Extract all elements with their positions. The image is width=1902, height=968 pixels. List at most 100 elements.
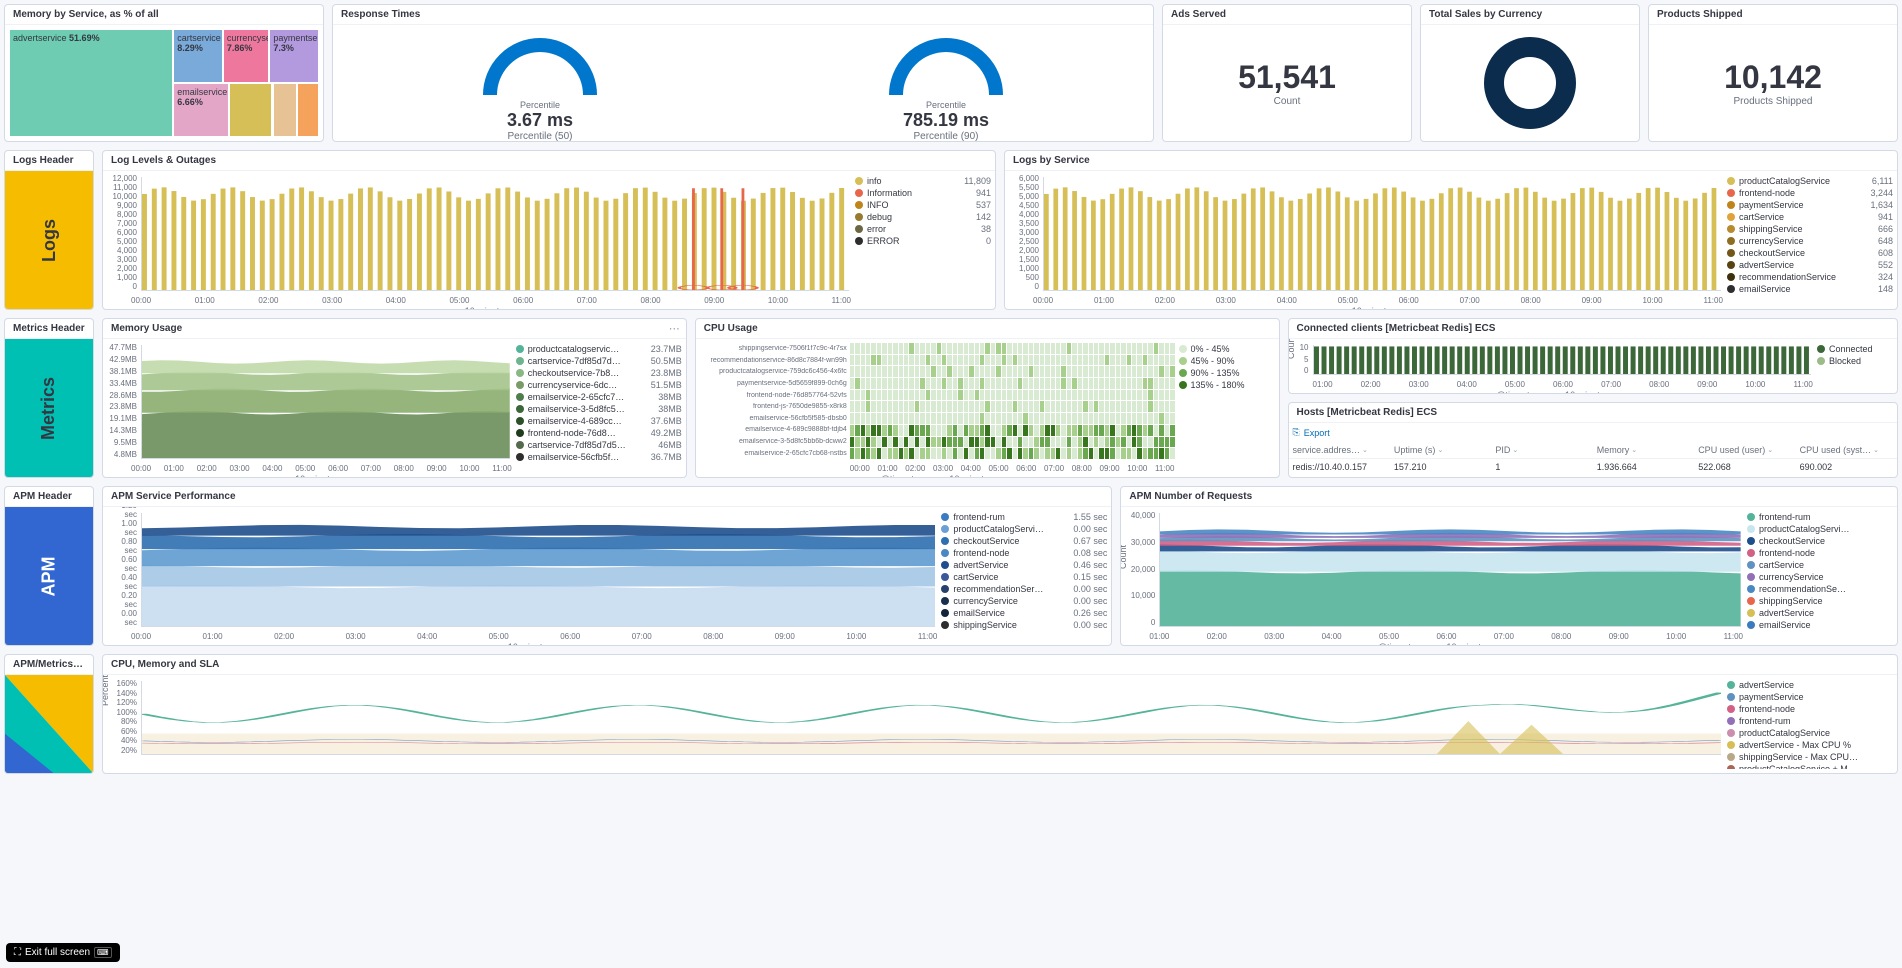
legend-item[interactable]: emailservice-3-5d8fc5…38MB (516, 403, 682, 415)
chart-legend[interactable]: advertServicepaymentServicefrontend-node… (1723, 679, 1893, 769)
legend-item[interactable]: checkoutService (1747, 535, 1893, 547)
legend-item[interactable]: frontend-node3,244 (1727, 187, 1893, 199)
legend-item[interactable]: paymentService1,634 (1727, 199, 1893, 211)
column-header[interactable]: service.addres… ⌄ (1289, 442, 1390, 458)
chart-plot[interactable]: 01,0002,0003,0004,0005,0006,0007,0008,00… (107, 175, 851, 305)
panel-memory-treemap[interactable]: Memory by Service, as % of all advertser… (4, 4, 324, 142)
panel-response-times[interactable]: Response Times Percentile3.67 msPercenti… (332, 4, 1154, 142)
legend-item[interactable]: cartservice-7df85d7d5…46MB (516, 439, 682, 451)
exit-fullscreen-button[interactable]: ⛶ Exit full screen ⌨ (6, 943, 120, 962)
legend-item[interactable]: productCatalogServi… (1747, 523, 1893, 535)
chart-legend[interactable]: frontend-rum1.55 secproductCatalogServi…… (937, 511, 1107, 641)
legend-item[interactable]: frontend-rum (1747, 511, 1893, 523)
legend-item[interactable]: checkoutservice-7b8…23.8MB (516, 367, 682, 379)
legend-item[interactable]: shippingService (1747, 595, 1893, 607)
legend-item[interactable]: advertService0.46 sec (941, 559, 1107, 571)
legend-item[interactable]: checkoutService0.67 sec (941, 535, 1107, 547)
legend-item[interactable]: info11,809 (855, 175, 991, 187)
column-header[interactable]: CPU used (syst… ⌄ (1796, 442, 1897, 458)
legend-item[interactable]: cartService0.15 sec (941, 571, 1107, 583)
legend-item[interactable]: currencyService648 (1727, 235, 1893, 247)
legend-item[interactable]: 45% - 90% (1179, 355, 1275, 367)
legend-item[interactable]: frontend-node (1747, 547, 1893, 559)
column-header[interactable]: PID ⌄ (1491, 442, 1592, 458)
legend-item[interactable]: recommendationSer…0.00 sec (941, 583, 1107, 595)
legend-item[interactable]: advertService552 (1727, 259, 1893, 271)
panel-products-shipped[interactable]: Products Shipped 10,142 Products Shipped (1648, 4, 1898, 142)
legend-item[interactable]: checkoutService608 (1727, 247, 1893, 259)
legend-item[interactable]: shippingService - Max CPU… (1727, 751, 1893, 763)
legend-item[interactable]: productCatalogService (1727, 727, 1893, 739)
panel-total-sales[interactable]: Total Sales by Currency (1420, 4, 1640, 142)
legend-item[interactable]: emailService148 (1727, 283, 1893, 295)
legend-item[interactable]: ERROR0 (855, 235, 991, 247)
table-header[interactable]: service.addres… ⌄Uptime (s) ⌄PID ⌄Memory… (1289, 442, 1898, 459)
legend-item[interactable]: INFO537 (855, 199, 991, 211)
treemap-cell[interactable]: paymentservice 7.3% (269, 29, 319, 83)
legend-item[interactable]: emailService0.26 sec (941, 607, 1107, 619)
legend-item[interactable]: frontend-node (1727, 703, 1893, 715)
panel-logs-by-service[interactable]: Logs by Service 05001,0001,5002,0002,500… (1004, 150, 1898, 310)
legend-item[interactable]: emailservice-2-65cfc7…38MB (516, 391, 682, 403)
table-row[interactable]: redis://10.40.0.157157.21011.936.664522.… (1289, 459, 1898, 475)
chart-plot[interactable]: shippingservice-7506f1f7c9c-4r7sxrecomme… (700, 343, 1175, 473)
chart-legend[interactable]: productCatalogService6,111frontend-node3… (1723, 175, 1893, 305)
treemap-cell[interactable]: currencyservice 7.86% (223, 29, 270, 83)
panel-menu-icon[interactable]: ⋯ (669, 322, 680, 335)
panel-cpu-memory-sla[interactable]: CPU, Memory and SLA 20%40%60%80%100%120%… (102, 654, 1898, 774)
legend-item[interactable]: error38 (855, 223, 991, 235)
legend-item[interactable]: frontend-node0.08 sec (941, 547, 1107, 559)
legend-item[interactable]: cartservice-7df85d7d…50.5MB (516, 355, 682, 367)
legend-item[interactable]: productCatalogService6,111 (1727, 175, 1893, 187)
legend-item[interactable]: cartService941 (1727, 211, 1893, 223)
legend-item[interactable]: emailservice-4-689cc…37.6MB (516, 415, 682, 427)
legend-item[interactable]: frontend-node-76d8…49.2MB (516, 427, 682, 439)
panel-apm-requests[interactable]: APM Number of Requests 010,00020,00030,0… (1120, 486, 1898, 646)
treemap-cell[interactable] (297, 83, 319, 137)
treemap[interactable]: advertservice 51.69%cartservice 8.29%cur… (9, 29, 319, 137)
treemap-cell[interactable] (229, 83, 272, 137)
panel-ads-served[interactable]: Ads Served 51,541 Count (1162, 4, 1412, 142)
panel-hosts-table[interactable]: Hosts [Metricbeat Redis] ECS ⎘Export ser… (1288, 402, 1899, 478)
legend-item[interactable]: productCatalogServi…0.00 sec (941, 523, 1107, 535)
legend-item[interactable]: productcatalogservic…23.7MB (516, 343, 682, 355)
legend-item[interactable]: frontend-rum1.55 sec (941, 511, 1107, 523)
legend-item[interactable]: currencyservice-6dc…51.5MB (516, 379, 682, 391)
treemap-cell[interactable] (273, 83, 298, 137)
treemap-cell[interactable]: emailservice 6.66% (173, 83, 229, 137)
legend-item[interactable]: Connected (1817, 343, 1893, 355)
treemap-cell[interactable]: advertservice 51.69% (9, 29, 173, 137)
chart-legend[interactable]: 0% - 45%45% - 90%90% - 135%135% - 180% (1175, 343, 1275, 473)
legend-item[interactable]: Blocked (1817, 355, 1893, 367)
legend-item[interactable]: productCatalogService + M… (1727, 763, 1893, 769)
panel-connected-clients[interactable]: Connected clients [Metricbeat Redis] ECS… (1288, 318, 1899, 394)
legend-item[interactable]: 0% - 45% (1179, 343, 1275, 355)
column-header[interactable]: Uptime (s) ⌄ (1390, 442, 1491, 458)
legend-item[interactable]: currencyService (1747, 571, 1893, 583)
export-button[interactable]: ⎘Export (1289, 423, 1898, 442)
panel-log-levels[interactable]: Log Levels & Outages 01,0002,0003,0004,0… (102, 150, 996, 310)
chart-plot[interactable]: 0510Count01:0002:0003:0004:0005:0006:000… (1293, 343, 1814, 389)
legend-item[interactable]: 90% - 135% (1179, 367, 1275, 379)
panel-memory-usage[interactable]: Memory Usage ⋯ 4.8MB9.5MB14.3MB19.1MB23.… (102, 318, 687, 478)
legend-item[interactable]: paymentService (1727, 691, 1893, 703)
chart-plot[interactable]: 0.00 sec0.20 sec0.40 sec0.60 sec0.80 sec… (107, 511, 937, 641)
panel-cpu-usage[interactable]: CPU Usage shippingservice-7506f1f7c9c-4r… (695, 318, 1280, 478)
legend-item[interactable]: Information941 (855, 187, 991, 199)
legend-item[interactable]: advertService (1727, 679, 1893, 691)
treemap-cell[interactable]: cartservice 8.29% (173, 29, 223, 83)
legend-item[interactable]: currencyService0.00 sec (941, 595, 1107, 607)
legend-item[interactable]: emailService (1747, 619, 1893, 631)
chart-legend[interactable]: ConnectedBlocked (1813, 343, 1893, 389)
chart-legend[interactable]: productcatalogservic…23.7MBcartservice-7… (512, 343, 682, 473)
chart-plot[interactable]: 010,00020,00030,00040,000Count01:0002:00… (1125, 511, 1743, 641)
legend-item[interactable]: 135% - 180% (1179, 379, 1275, 391)
legend-item[interactable]: frontend-rum (1727, 715, 1893, 727)
legend-item[interactable]: cartService (1747, 559, 1893, 571)
chart-plot[interactable]: 20%40%60%80%100%120%140%160%Percentage (107, 679, 1723, 769)
chart-legend[interactable]: frontend-rumproductCatalogServi…checkout… (1743, 511, 1893, 641)
legend-item[interactable]: emailservice-56cfb5f…36.7MB (516, 451, 682, 463)
column-header[interactable]: CPU used (user) ⌄ (1694, 442, 1795, 458)
legend-item[interactable]: recommendationSe… (1747, 583, 1893, 595)
legend-item[interactable]: shippingService0.00 sec (941, 619, 1107, 631)
